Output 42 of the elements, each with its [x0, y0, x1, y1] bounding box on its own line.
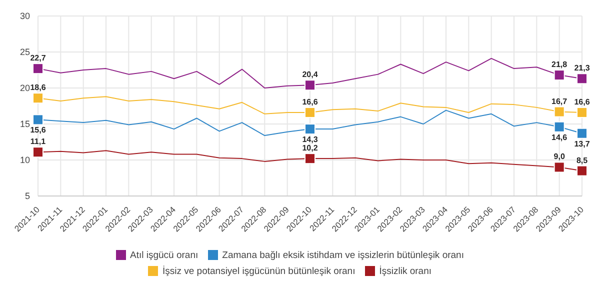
data-label: 21,8	[552, 60, 568, 70]
data-label: 11,1	[30, 137, 46, 146]
data-label: 14,3	[302, 135, 318, 144]
data-label: 22,7	[30, 54, 46, 63]
point	[32, 63, 44, 74]
data-label: 9,0	[554, 152, 566, 162]
point	[554, 106, 565, 118]
data-label: 16,6	[302, 97, 318, 106]
data-label: 13,7	[574, 139, 590, 148]
point	[32, 92, 44, 104]
point	[576, 165, 588, 176]
point	[304, 80, 316, 91]
data-label: 15,6	[30, 126, 46, 135]
legend-label: Zamana bağlı eksik istihdam ve işsizlerin bütünleşik oranı	[222, 250, 464, 261]
y-tick-label: 25	[20, 47, 30, 58]
y-tick-label: 20	[20, 83, 30, 94]
data-label: 14,6	[552, 132, 568, 142]
y-tick-label: 15	[20, 119, 30, 130]
y-tick-label: 5	[24, 191, 30, 202]
point	[576, 73, 588, 84]
data-label: 16,7	[552, 96, 568, 106]
data-label: 8,5	[576, 156, 588, 165]
point	[554, 121, 565, 132]
legend-label: Atıl işgücü oranı	[130, 250, 198, 261]
point	[304, 153, 316, 164]
data-label: 21,3	[574, 64, 590, 73]
point	[576, 128, 588, 139]
data-label: 16,6	[574, 97, 590, 106]
data-label: 18,6	[30, 83, 46, 92]
point	[32, 114, 44, 126]
point	[576, 106, 588, 118]
legend-label: İşsizlik oranı	[379, 266, 432, 277]
point	[32, 146, 44, 158]
point	[554, 162, 565, 173]
point	[304, 106, 316, 118]
legend-label: İşsiz ve potansiyel işgücünün bütünleşik oranı	[162, 266, 356, 277]
point	[554, 70, 565, 81]
y-tick-label: 30	[20, 11, 30, 22]
data-label: 10,2	[302, 144, 318, 153]
y-tick-label: 10	[20, 155, 30, 166]
point	[304, 124, 316, 135]
data-label: 20,4	[302, 70, 318, 80]
